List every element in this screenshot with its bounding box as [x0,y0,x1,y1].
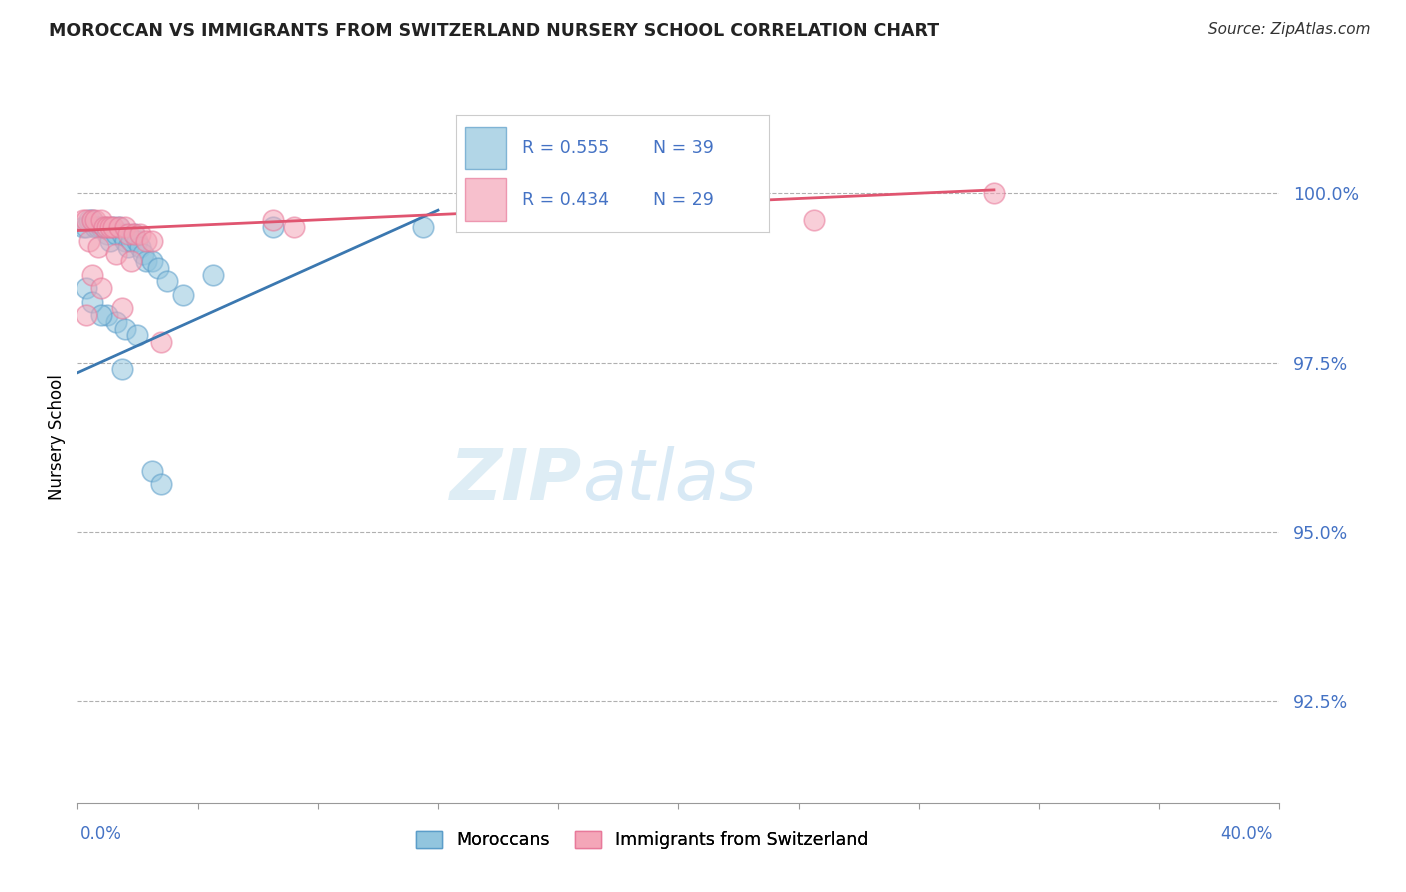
Text: 40.0%: 40.0% [1220,825,1272,843]
Point [103,220,125,235]
Point [96,220,118,235]
Point [75,213,97,227]
Point [82,268,104,282]
Point [82,213,104,227]
Point [100,234,122,248]
Point [111,227,134,241]
Point [141,234,163,248]
Point [132,247,155,261]
Point [108,220,131,235]
Point [93,220,115,235]
Point [127,328,149,343]
Point [75,220,97,235]
Point [124,227,146,241]
Point [90,213,112,227]
Point [72,213,94,227]
Point [75,308,97,322]
Point [90,308,112,322]
Point [111,301,134,316]
Point [117,227,139,241]
Point [82,213,104,227]
Point [72,220,94,235]
Text: Source: ZipAtlas.com: Source: ZipAtlas.com [1208,22,1371,37]
Point [84,220,107,235]
Point [156,274,179,288]
Point [96,227,118,241]
Point [127,234,149,248]
Point [90,281,112,295]
Text: 0.0%: 0.0% [80,825,122,843]
Point [111,362,134,376]
Point [262,220,284,235]
Point [120,254,142,268]
Legend: Moroccans, Immigrants from Switzerland: Moroccans, Immigrants from Switzerland [409,823,876,856]
Point [262,213,284,227]
Point [79,234,101,248]
Point [141,464,163,478]
Text: atlas: atlas [582,447,756,516]
Point [120,234,142,248]
Point [105,247,128,261]
Point [172,288,194,302]
Point [84,213,107,227]
Point [117,240,139,254]
Text: MOROCCAN VS IMMIGRANTS FROM SWITZERLAND NURSERY SCHOOL CORRELATION CHART: MOROCCAN VS IMMIGRANTS FROM SWITZERLAND … [49,22,939,40]
Point [114,220,136,235]
Point [803,213,825,227]
Point [135,234,157,248]
Point [129,227,152,241]
Point [105,315,128,329]
Point [201,268,224,282]
Point [105,227,128,241]
Point [114,234,136,248]
Point [150,335,173,350]
Point [412,220,434,235]
Point [87,220,110,235]
Point [75,281,97,295]
Point [103,220,125,235]
Point [108,220,131,235]
Point [150,477,173,491]
Point [100,220,122,235]
Point [87,240,110,254]
Point [148,260,170,275]
Y-axis label: Nursery School: Nursery School [48,374,66,500]
Point [135,254,157,268]
Point [983,186,1005,201]
Point [96,308,118,322]
Point [82,294,104,309]
Point [114,322,136,336]
Point [283,220,305,235]
Text: ZIP: ZIP [450,447,582,516]
Point [90,220,112,235]
Point [124,227,146,241]
Point [93,220,115,235]
Point [79,213,101,227]
Point [129,240,152,254]
Point [141,254,163,268]
